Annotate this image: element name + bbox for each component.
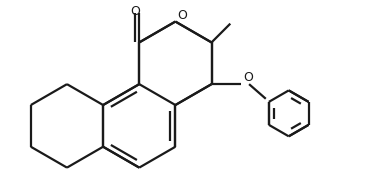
Text: O: O — [243, 71, 253, 84]
Text: O: O — [130, 5, 140, 18]
Text: O: O — [178, 9, 187, 22]
